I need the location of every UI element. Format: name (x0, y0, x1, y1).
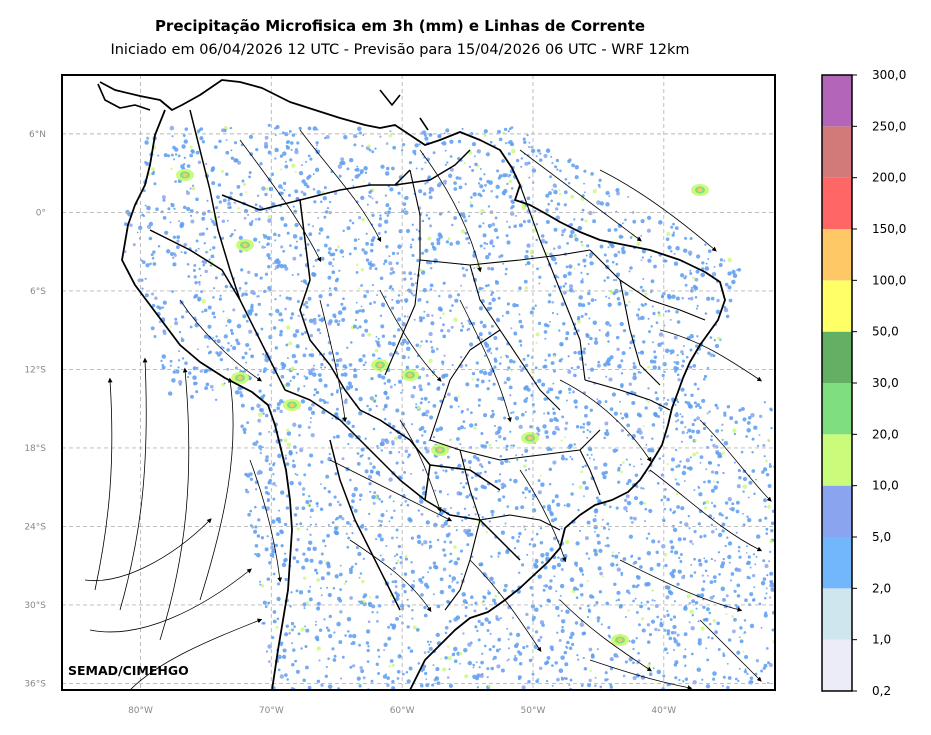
lon-tick-label: 70°W (259, 706, 284, 716)
lon-tick-label: 60°W (390, 706, 415, 716)
caribbean-islands (379, 89, 429, 131)
south-america-coastline (99, 79, 726, 690)
lon-tick-label: 50°W (521, 706, 546, 716)
lon-tick-label: 80°W (128, 706, 153, 716)
colorbar-segment (822, 75, 852, 127)
colorbar-segment (822, 485, 852, 537)
pacific-coastline (121, 109, 293, 690)
colorbar-segment (822, 331, 852, 383)
country-borders (149, 109, 521, 611)
lon-tick-label: 40°W (651, 706, 676, 716)
colorbar-tick-label: 300,0 (872, 68, 906, 82)
central-america-coast (97, 83, 151, 111)
lat-tick-label: 12°S (24, 365, 46, 375)
map-subtitle: Iniciado em 06/04/2026 12 UTC - Previsão… (110, 42, 690, 58)
colorbar-tick-label: 250,0 (872, 119, 906, 133)
lat-tick-label: 30°S (24, 601, 46, 611)
colorbar-segment (822, 383, 852, 435)
lat-tick-label: 6°S (30, 287, 46, 297)
colorbar-tick-label: 1,0 (872, 633, 891, 647)
colorbar-segment (822, 229, 852, 281)
colorbar-segment (822, 177, 852, 229)
map-title: Precipitação Microfisica em 3h (mm) e Li… (154, 17, 646, 35)
colorbar-tick-label: 20,0 (872, 427, 899, 441)
colorbar-tick-label: 30,0 (872, 376, 899, 390)
lat-tick-label: 36°S (24, 679, 46, 689)
colorbar-segment (822, 537, 852, 589)
colorbar: 0,2 1,0 2,0 5,0 10,0 20,0 30,0 50,0 100,0 150,0 20… (821, 68, 906, 698)
colorbar-tick-label: 10,0 (872, 479, 899, 493)
colorbar-segment (822, 280, 852, 332)
lat-tick-label: 18°S (24, 444, 46, 454)
colorbar-segment (822, 639, 852, 691)
colorbar-tick-label: 0,2 (872, 684, 891, 698)
colorbar-tick-label: 200,0 (872, 171, 906, 185)
precipitation-field (123, 123, 775, 690)
latitude-labels: 6°N 0° 6°S 12°S 18°S 24°S 30°S 36°S (24, 130, 46, 690)
lat-tick-label: 6°N (29, 130, 46, 140)
colorbar-tick-label: 50,0 (872, 325, 899, 339)
lat-tick-label: 0° (36, 208, 46, 218)
colorbar-tick-label: 5,0 (872, 530, 891, 544)
colorbar-segment (822, 434, 852, 486)
colorbar-tick-label: 150,0 (872, 222, 906, 236)
colorbar-segment (822, 126, 852, 178)
longitude-labels: 80°W 70°W 60°W 50°W 40°W (128, 706, 676, 716)
state-borders (384, 169, 706, 611)
gridlines (62, 75, 775, 690)
colorbar-segment (822, 588, 852, 640)
map-frame (61, 74, 776, 691)
coastline-and-borders (97, 79, 726, 690)
credit-text: SEMAD/CIMEHGO (68, 663, 189, 678)
colorbar-tick-label: 2,0 (872, 581, 891, 595)
map-area: SEMAD/CIMEHGO (62, 75, 775, 690)
colorbar-tick-label: 100,0 (872, 273, 906, 287)
streamlines (84, 129, 772, 690)
lat-tick-label: 24°S (24, 522, 46, 532)
